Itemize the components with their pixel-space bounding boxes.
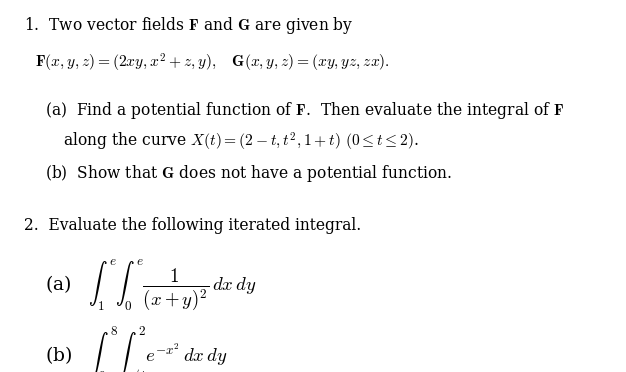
Text: $\mathbf{F}(x, y, z) = (2xy, x^{2}+z, y), \quad \mathbf{G}(x, y, z) = (xy, yz, z: $\mathbf{F}(x, y, z) = (2xy, x^{2}+z, y)… bbox=[35, 52, 391, 74]
Text: (b)  Show that $\mathbf{G}$ does not have a potential function.: (b) Show that $\mathbf{G}$ does not have… bbox=[45, 163, 452, 184]
Text: 2.  Evaluate the following iterated integral.: 2. Evaluate the following iterated integ… bbox=[24, 217, 361, 234]
Text: (a)   $\int_{1}^{e} \int_{0}^{e} \dfrac{1}{(x+y)^{2}}\, dx\, dy$: (a) $\int_{1}^{e} \int_{0}^{e} \dfrac{1}… bbox=[45, 257, 257, 312]
Text: along the curve $X(t) = (2-t, t^{2}, 1+t)$ $(0 \leq t \leq 2)$.: along the curve $X(t) = (2-t, t^{2}, 1+t… bbox=[63, 131, 419, 153]
Text: 1.  Two vector fields $\mathbf{F}$ and $\mathbf{G}$ are given by: 1. Two vector fields $\mathbf{F}$ and $\… bbox=[24, 15, 354, 36]
Text: (a)  Find a potential function of $\mathbf{F}$.  Then evaluate the integral of $: (a) Find a potential function of $\mathb… bbox=[45, 100, 565, 121]
Text: (b)   $\int_{0}^{8} \int_{y/4}^{2} e^{-x^{2}}\, dx\, dy$: (b) $\int_{0}^{8} \int_{y/4}^{2} e^{-x^{… bbox=[45, 324, 227, 372]
